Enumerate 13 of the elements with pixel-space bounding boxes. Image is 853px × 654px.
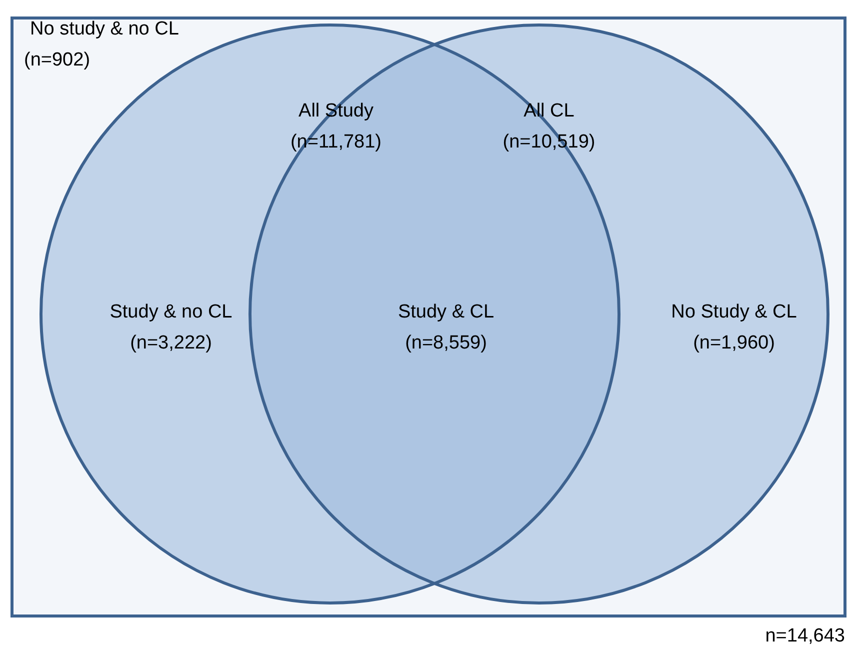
category-label: No study & no CL — [30, 18, 179, 40]
data-label: (n=8,559) — [405, 332, 487, 354]
category-label: All Study — [298, 100, 374, 122]
data-label: (n=1,960) — [693, 332, 775, 354]
data-label: (n=11,781) — [290, 132, 382, 153]
category-label: Study & no CL — [110, 302, 232, 323]
category-label: No Study & CL — [671, 302, 797, 323]
data-label: (n=3,222) — [130, 332, 212, 354]
text: n=14,643 — [765, 626, 845, 647]
category-label: All CL — [524, 100, 574, 122]
data-label: (n=10,519) — [502, 132, 596, 153]
data-label: (n=902) — [24, 50, 90, 71]
category-label: Study & CL — [398, 302, 494, 323]
